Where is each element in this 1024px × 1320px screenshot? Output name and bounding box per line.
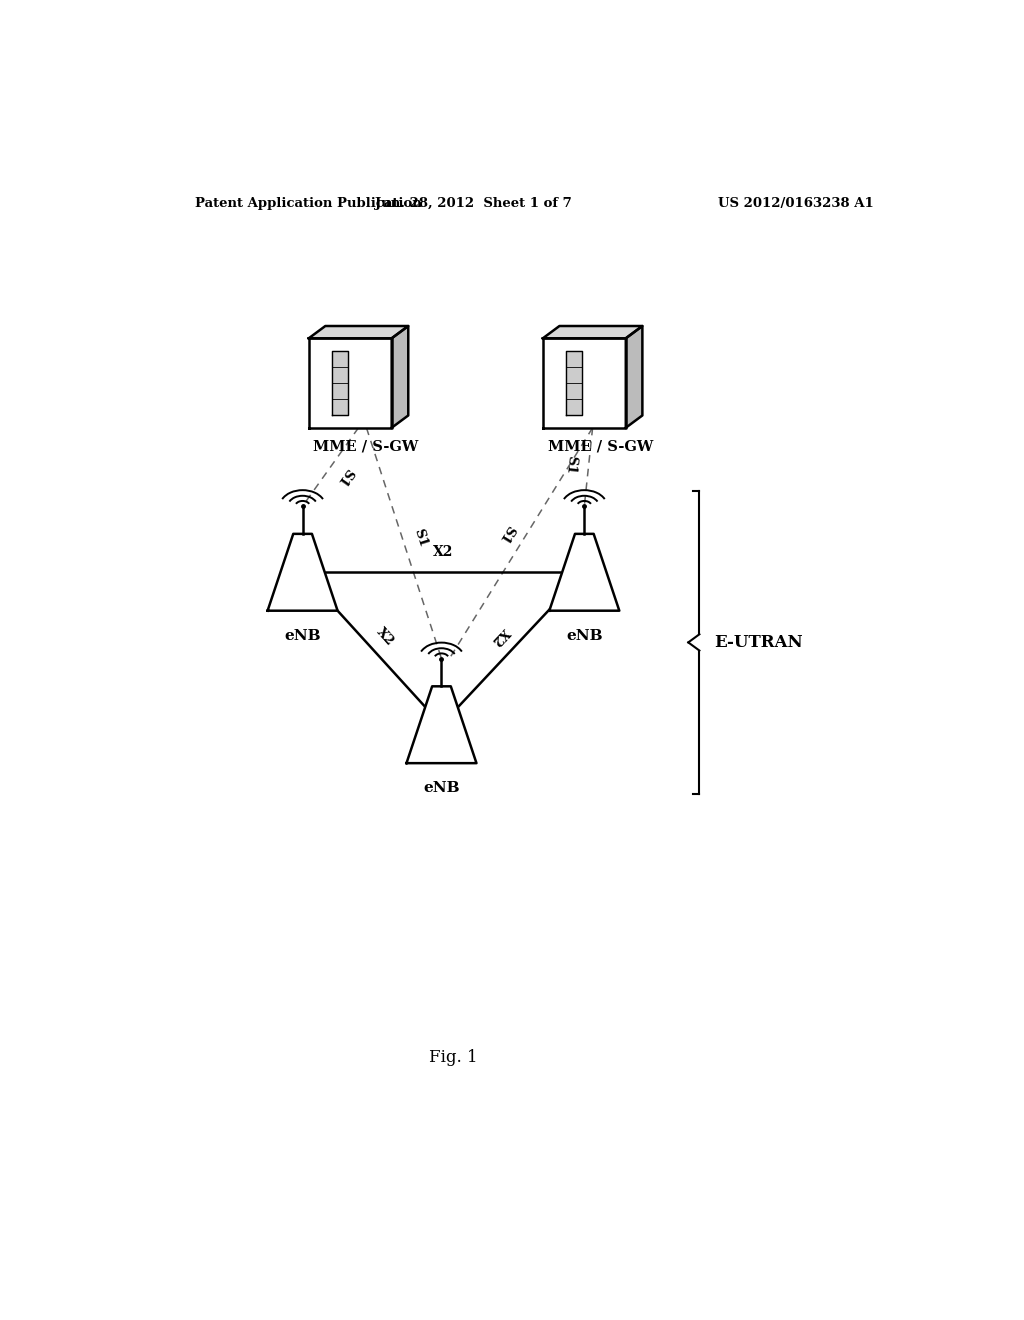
Text: X2: X2 [488, 626, 512, 648]
Text: S1: S1 [334, 466, 355, 488]
Text: S1: S1 [412, 527, 430, 549]
Polygon shape [549, 533, 620, 611]
Polygon shape [309, 338, 391, 428]
Text: eNB: eNB [423, 781, 460, 796]
Polygon shape [267, 533, 338, 611]
Polygon shape [407, 686, 476, 763]
Text: S1: S1 [563, 455, 579, 475]
Polygon shape [566, 351, 583, 416]
Text: Fig. 1: Fig. 1 [429, 1049, 477, 1067]
Text: X2: X2 [433, 545, 454, 560]
Text: E-UTRAN: E-UTRAN [714, 634, 802, 651]
Text: eNB: eNB [566, 630, 603, 643]
Text: MME / S-GW: MME / S-GW [548, 440, 653, 454]
Text: Jun. 28, 2012  Sheet 1 of 7: Jun. 28, 2012 Sheet 1 of 7 [375, 197, 571, 210]
Polygon shape [543, 326, 642, 338]
Polygon shape [309, 326, 409, 338]
Polygon shape [333, 351, 348, 416]
Text: S1: S1 [496, 523, 516, 545]
Text: Patent Application Publication: Patent Application Publication [196, 197, 422, 210]
Text: X2: X2 [374, 626, 396, 648]
Polygon shape [626, 326, 642, 428]
Polygon shape [543, 338, 626, 428]
Text: eNB: eNB [285, 630, 321, 643]
Polygon shape [391, 326, 409, 428]
Text: US 2012/0163238 A1: US 2012/0163238 A1 [718, 197, 873, 210]
Text: MME / S-GW: MME / S-GW [313, 440, 419, 454]
